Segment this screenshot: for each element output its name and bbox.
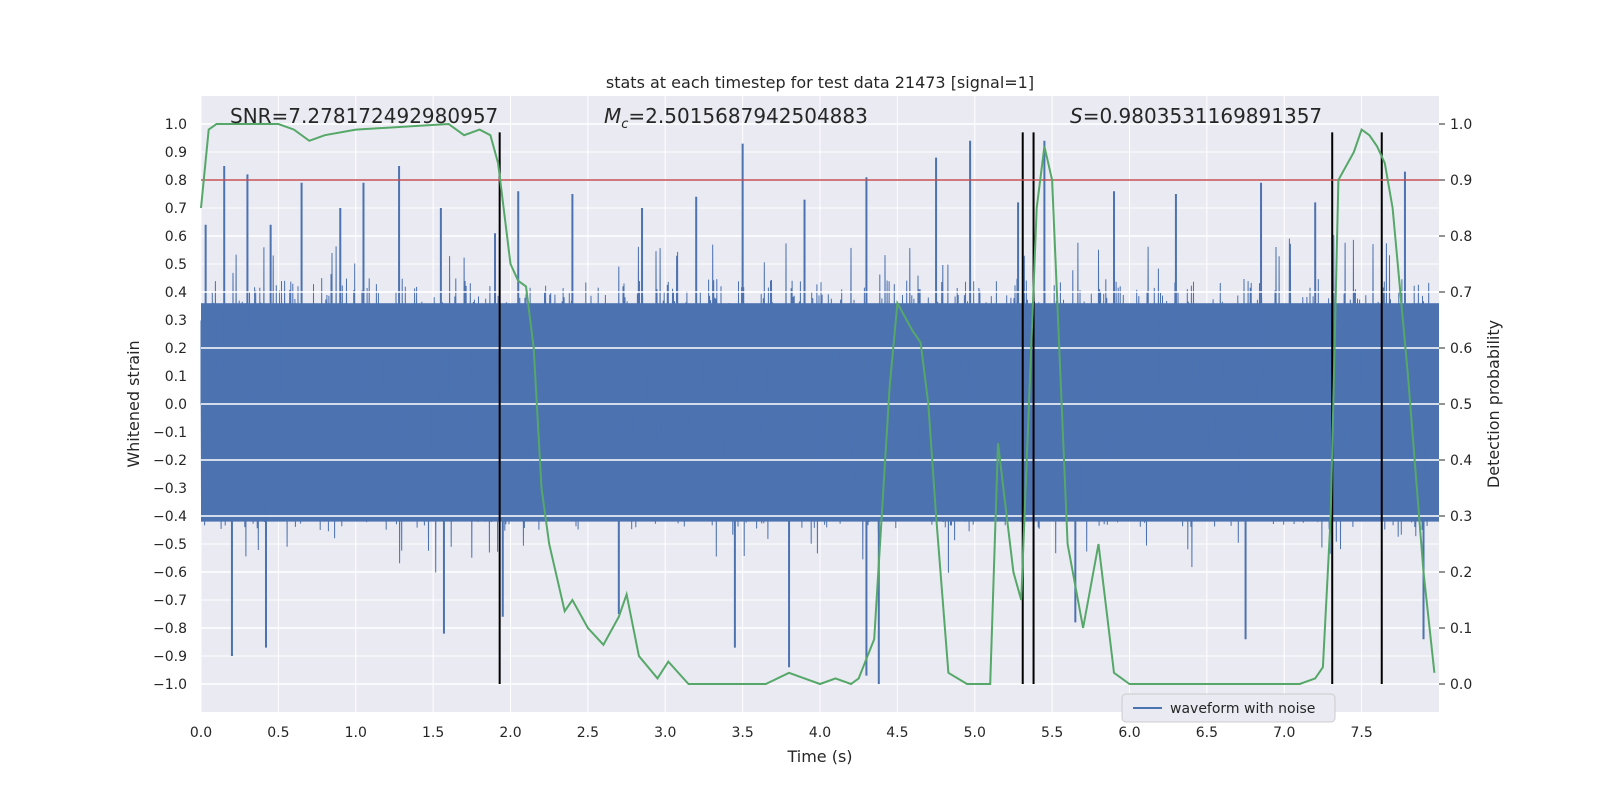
x-tick-label: 6.5 xyxy=(1196,725,1218,741)
y-tick-label: −0.2 xyxy=(153,453,187,469)
y-tick-label: 0.4 xyxy=(165,285,187,301)
s-stat-symbol: S xyxy=(1070,104,1083,128)
x-tick-label: 5.0 xyxy=(964,725,986,741)
s-stat-value: =0.9803531169891357 xyxy=(1083,104,1322,128)
y2-tick-label: 0.3 xyxy=(1450,509,1472,525)
y2-tick-label: 1.0 xyxy=(1450,117,1472,133)
y2-tick-label: 0.1 xyxy=(1450,621,1472,637)
x-tick-label: 1.0 xyxy=(345,725,367,741)
y-tick-label: −0.9 xyxy=(153,649,187,665)
x-tick-label: 6.0 xyxy=(1118,725,1140,741)
x-tick-label: 3.0 xyxy=(654,725,676,741)
y2-tick-label: 0.8 xyxy=(1450,229,1472,245)
y-tick-label: −0.6 xyxy=(153,565,187,581)
chirp-mass-annotation: Mc=2.5015687942504883 xyxy=(604,104,868,132)
y-tick-label: 0.5 xyxy=(165,257,187,273)
x-tick-label: 0.0 xyxy=(190,725,212,741)
detection-probability-series xyxy=(200,122,1436,686)
y-tick-label: 0.8 xyxy=(165,173,187,189)
y-axis-label: Whitened strain xyxy=(124,340,143,467)
x-tick-label: 7.0 xyxy=(1273,725,1295,741)
x-tick-label: 1.5 xyxy=(422,725,444,741)
legend: waveform with noise xyxy=(1121,693,1336,723)
legend-label: waveform with noise xyxy=(1170,701,1315,717)
y-tick-label: 0.3 xyxy=(165,313,187,329)
x-tick-label: 7.5 xyxy=(1350,725,1372,741)
y-tick-label: −0.7 xyxy=(153,593,187,609)
y-tick-label: −0.8 xyxy=(153,621,187,637)
y-tick-label: 0.7 xyxy=(165,201,187,217)
x-axis-ticks: 0.0 0.5 1.0 1.5 2.0 2.5 3.0 3.5 4.0 4.5 5.0 5.5 6.0 6… xyxy=(190,725,1373,741)
y2-tick-label: 0.6 xyxy=(1450,341,1472,357)
x-tick-label: 0.5 xyxy=(267,725,289,741)
detection-probability-line xyxy=(200,122,1436,686)
y-tick-label: 0.9 xyxy=(165,145,187,161)
y-tick-label: 0.6 xyxy=(165,229,187,245)
y-tick-label: −0.4 xyxy=(153,509,187,525)
x-tick-label: 3.5 xyxy=(731,725,753,741)
y-tick-label: 0.1 xyxy=(165,369,187,385)
y2-tick-label: 0.9 xyxy=(1450,173,1472,189)
x-tick-label: 4.5 xyxy=(886,725,908,741)
chirp-mass-subscript: c xyxy=(621,117,628,132)
y2-tick-label: 0.4 xyxy=(1450,453,1472,469)
y-tick-label: 0.2 xyxy=(165,341,187,357)
x-axis-label: Time (s) xyxy=(786,747,852,766)
x-tick-label: 5.5 xyxy=(1041,725,1063,741)
y-tick-label: −0.3 xyxy=(153,481,187,497)
legend-box xyxy=(1121,693,1336,723)
x-tick-label: 2.0 xyxy=(499,725,521,741)
y2-axis-label: Detection probability xyxy=(1484,320,1503,488)
waveform-line xyxy=(200,234,1439,573)
y2-tick-label: 0.0 xyxy=(1450,677,1472,693)
y2-tick-label: 0.2 xyxy=(1450,565,1472,581)
x-tick-label: 2.5 xyxy=(577,725,599,741)
y2-tick-label: 0.5 xyxy=(1450,397,1472,413)
y-tick-label: −0.1 xyxy=(153,425,187,441)
y-tick-label: 1.0 xyxy=(165,117,187,133)
y-tick-label: −1.0 xyxy=(153,677,187,693)
y-tick-label: −0.5 xyxy=(153,537,187,553)
chirp-mass-symbol: M xyxy=(604,104,621,128)
y2-axis-ticks: 0.0 0.1 0.2 0.3 0.4 0.5 0.6 0.7 0.8 0.9 1.0 xyxy=(1439,117,1472,693)
chart-title: stats at each timestep for test data 214… xyxy=(606,73,1034,92)
y-axis-ticks: −1.0 −0.9 −0.8 −0.7 −0.6 −0.5 −0.4 −0.3 −0.2 −0.1… xyxy=(153,117,187,693)
y-tick-label: 0.0 xyxy=(165,397,187,413)
y2-tick-label: 0.7 xyxy=(1450,285,1472,301)
chirp-mass-value: =2.5015687942504883 xyxy=(628,104,867,128)
x-tick-label: 4.0 xyxy=(809,725,831,741)
waveform-series xyxy=(200,140,1439,684)
snr-annotation: SNR=7.278172492980957 xyxy=(230,104,498,128)
s-stat-annotation: S=0.9803531169891357 xyxy=(1070,104,1322,128)
